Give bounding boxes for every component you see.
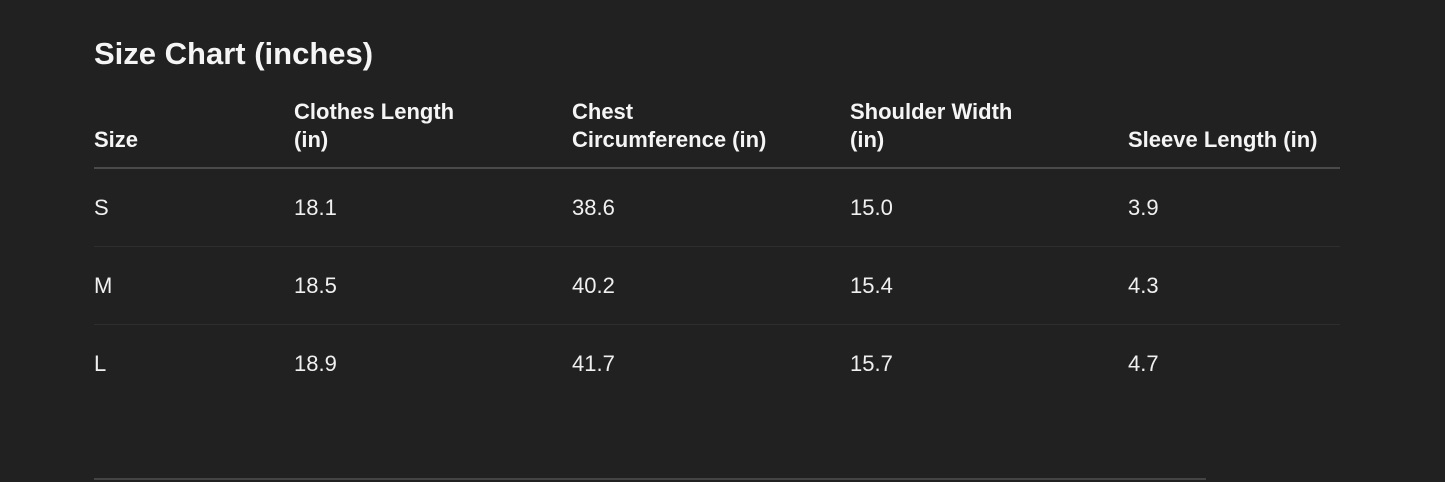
header-line: Chest [572, 99, 634, 124]
size-chart-table: Size Clothes Length (in) Chest Circumferen… [94, 98, 1340, 402]
header-line: (in) [294, 127, 329, 152]
cell-sleeve: 4.7 [1128, 350, 1159, 376]
cell-chest: 40.2 [572, 246, 850, 325]
header-sleeve-length: Sleeve Length (in) [1128, 98, 1340, 169]
header-line: Size [94, 127, 139, 152]
cell-shoulder: 15.4 [850, 246, 1128, 325]
header-line: (in) [850, 127, 885, 152]
cell-shoulder: 15.0 [850, 168, 1128, 247]
table-row: M 18.5 40.2 15.4 4.3 [94, 246, 1340, 325]
cell-shoulder: 15.7 [850, 350, 893, 376]
header-line: Clothes Length [294, 99, 455, 124]
cell-size: M [94, 246, 294, 325]
page-title: Size Chart (inches) [94, 36, 374, 71]
header-line: Circumference (in) [572, 127, 767, 152]
header-shoulder-width: Shoulder Width (in) [850, 98, 1128, 169]
cell-size: L [94, 350, 107, 376]
header-line: Sleeve Length (in) [1128, 127, 1318, 152]
cell-clothes-length: 18.1 [294, 168, 572, 247]
cell-size: S [94, 168, 294, 247]
divider [94, 478, 1206, 480]
header-size: Size [94, 98, 294, 169]
cell-sleeve: 4.3 [1128, 246, 1340, 325]
header-clothes-length: Clothes Length (in) [294, 98, 572, 169]
table-row: L 18.9 41.7 15.7 4.7 [94, 325, 1340, 403]
table-row: S 18.1 38.6 15.0 3.9 [94, 168, 1340, 247]
cell-clothes-length: 18.5 [294, 246, 572, 325]
header-chest-circumference: Chest Circumference (in) [572, 98, 850, 169]
cell-clothes-length: 18.9 [294, 350, 337, 376]
cell-chest: 41.7 [572, 350, 615, 376]
header-line: Shoulder Width [850, 99, 1013, 124]
header-row: Size Clothes Length (in) Chest Circumferen… [94, 98, 1340, 169]
cell-chest: 38.6 [572, 168, 850, 247]
cell-sleeve: 3.9 [1128, 168, 1340, 247]
